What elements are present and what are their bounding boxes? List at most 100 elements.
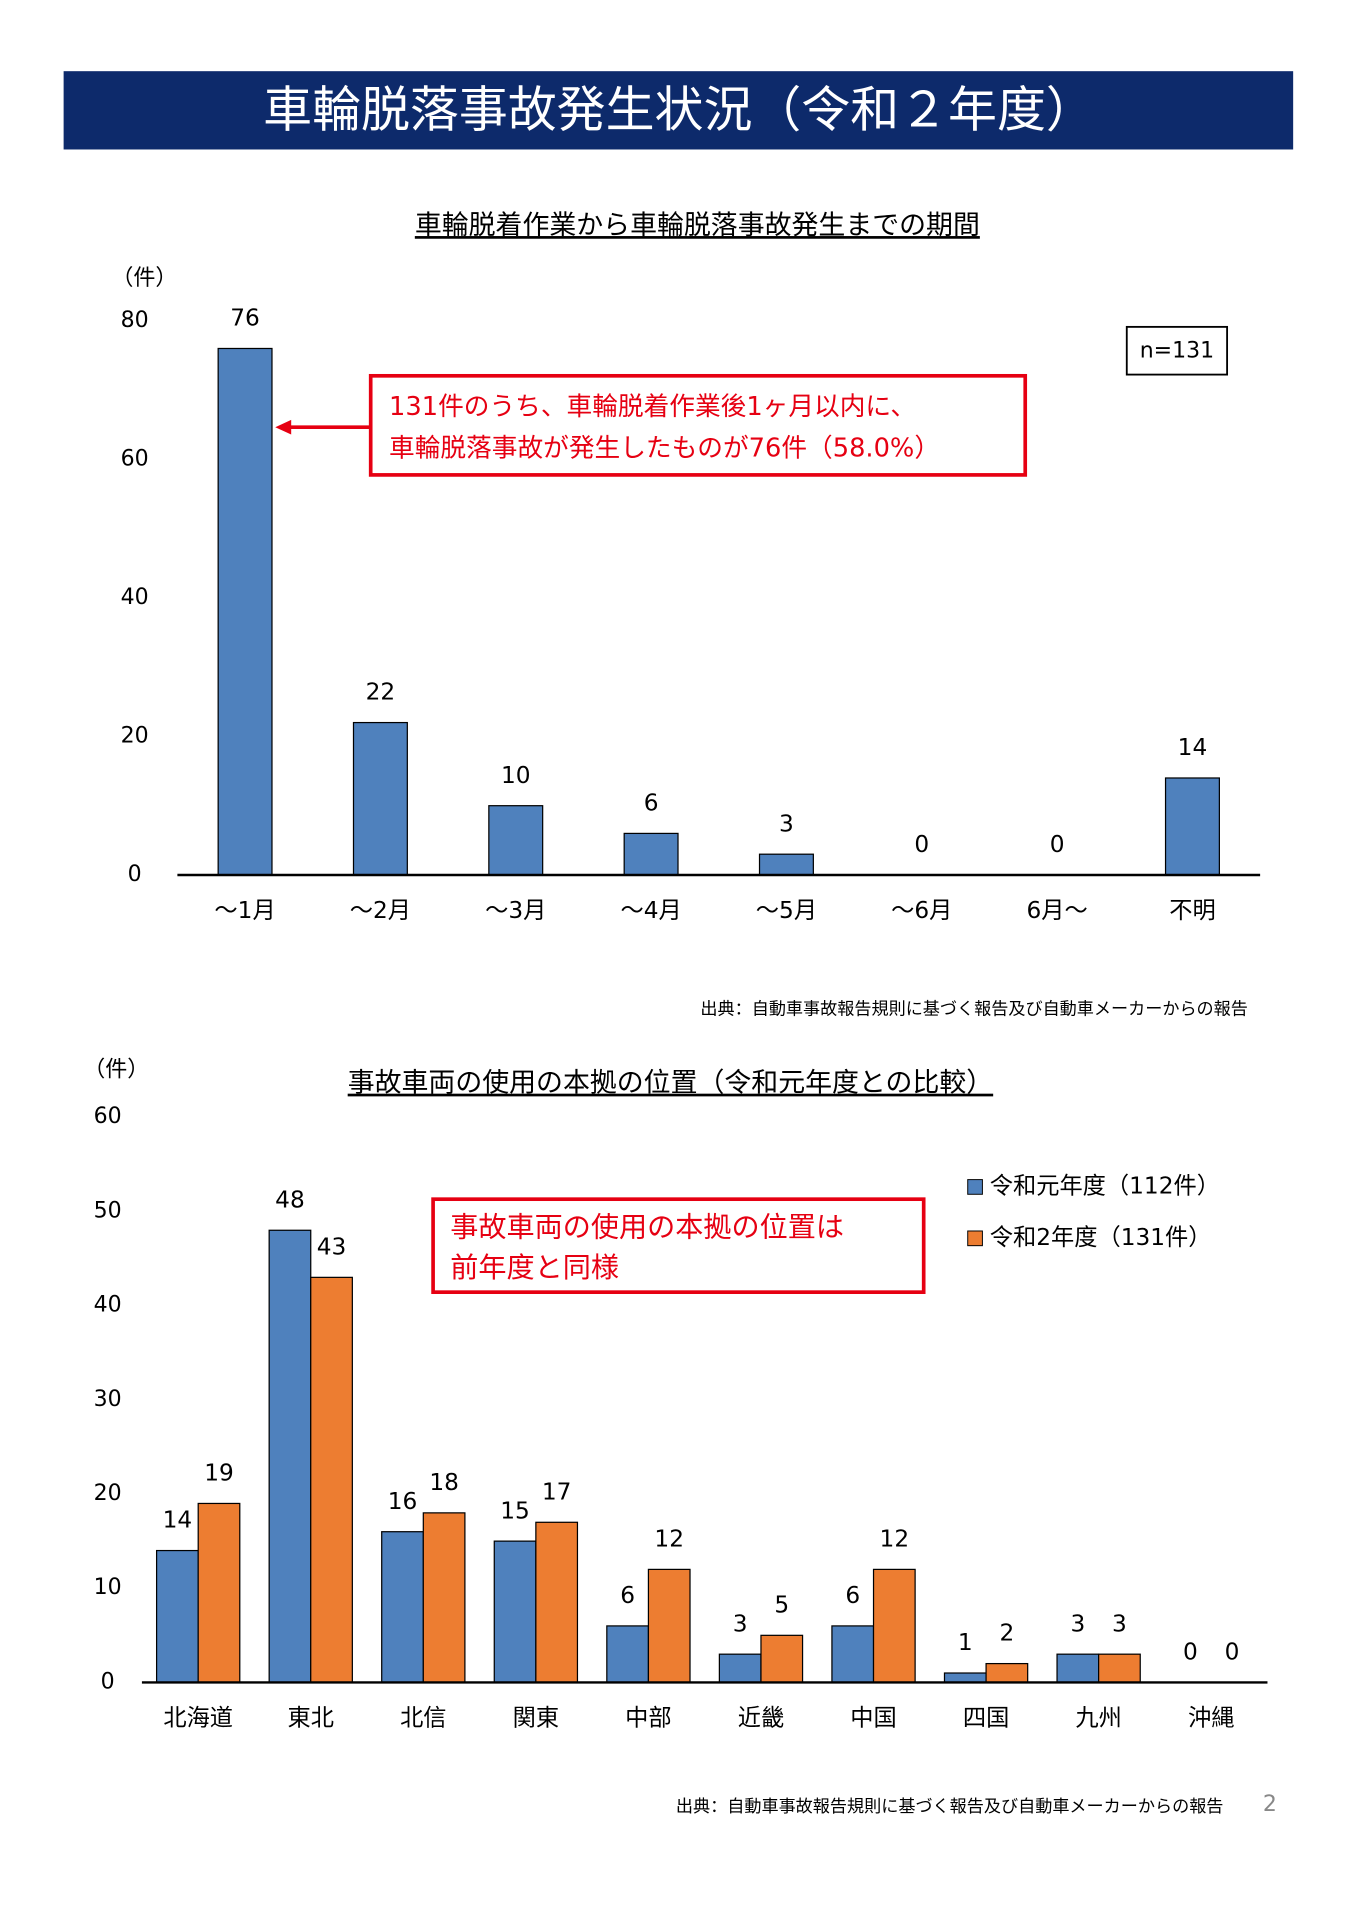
header-bar	[63, 71, 1294, 150]
annotation: n=131	[1140, 338, 1214, 363]
data-label: 12	[654, 1526, 684, 1553]
x-tick-label: ～3月	[485, 897, 546, 924]
callout-arrowhead	[275, 419, 292, 435]
x-tick-label: 東北	[288, 1705, 334, 1732]
y-tick-label: 60	[121, 446, 149, 471]
bar	[758, 853, 814, 876]
source: 出典：自動車事故報告規則に基づく報告及び自動車メーカーからの報告	[700, 1000, 1248, 1020]
y-tick-label: 30	[94, 1387, 122, 1412]
callout-line: 前年度と同様	[450, 1251, 619, 1284]
y-tick-label: 0	[128, 862, 142, 887]
bar	[197, 1502, 241, 1684]
bar	[872, 1568, 916, 1684]
x-tick-label: 6月～	[1026, 897, 1087, 924]
y-tick-label: 20	[121, 723, 149, 748]
x-tick-label: 北海道	[163, 1705, 233, 1732]
bar	[647, 1568, 691, 1684]
bar	[985, 1662, 1029, 1684]
bar	[493, 1540, 537, 1684]
chart-title: 車輪脱着作業から車輪脱落事故発生までの期間	[415, 210, 980, 241]
bar	[623, 832, 679, 876]
bar	[310, 1276, 353, 1684]
y-unit-label: （件）	[111, 266, 177, 291]
x-tick-label: 関東	[513, 1705, 559, 1732]
data-label: 0	[1183, 1639, 1198, 1666]
page-title: 車輪脱落事故発生状況（令和２年度）	[263, 81, 1095, 138]
legend-swatch	[967, 1230, 983, 1247]
x-tick-label: ～2月	[350, 897, 411, 924]
data-label: 12	[880, 1526, 910, 1553]
source: 出典：自動車事故報告規則に基づく報告及び自動車メーカーからの報告	[676, 1797, 1224, 1817]
y-tick-label: 0	[101, 1669, 115, 1694]
x-tick-label: ～6月	[891, 897, 952, 924]
data-label: 43	[317, 1233, 347, 1260]
data-label: 15	[500, 1497, 530, 1524]
bar	[217, 347, 273, 876]
data-label: 0	[914, 831, 929, 858]
bar	[1056, 1653, 1100, 1684]
data-label: 14	[163, 1507, 193, 1534]
x-tick-label: 中国	[850, 1705, 896, 1732]
data-label: 0	[1225, 1639, 1240, 1666]
x-tick-label: 北信	[400, 1705, 446, 1732]
x-tick-label: 近畿	[738, 1705, 784, 1732]
bar	[943, 1672, 987, 1684]
callout-box	[368, 373, 1028, 477]
bar	[381, 1531, 424, 1684]
bar	[352, 721, 408, 876]
y-tick-label: 10	[94, 1575, 122, 1600]
data-label: 14	[1178, 734, 1208, 761]
bar	[422, 1512, 466, 1684]
bar	[155, 1549, 199, 1684]
data-label: 16	[388, 1488, 418, 1515]
bar	[718, 1653, 762, 1684]
bar	[268, 1229, 312, 1684]
data-label: 19	[204, 1460, 234, 1487]
data-label: 6	[620, 1582, 635, 1609]
chart-title: 事故車両の使用の本拠の位置（令和元年度との比較）	[348, 1068, 993, 1099]
y-tick-label: 60	[94, 1104, 122, 1129]
data-label: 48	[275, 1186, 305, 1213]
data-label: 22	[366, 679, 396, 706]
x-tick-label: 中部	[625, 1705, 671, 1732]
annotation-box	[1125, 325, 1229, 376]
bar	[488, 805, 544, 876]
data-label: 0	[1050, 831, 1065, 858]
data-label: 17	[542, 1478, 572, 1505]
y-tick-label: 80	[121, 308, 149, 333]
data-label: 18	[429, 1469, 459, 1496]
x-tick-label: 四国	[963, 1705, 1009, 1732]
x-tick-label: 沖縄	[1188, 1705, 1234, 1732]
data-label: 1	[958, 1629, 973, 1656]
legend-swatch	[967, 1179, 983, 1195]
callout-box	[431, 1197, 926, 1294]
data-label: 2	[999, 1620, 1014, 1647]
data-label: 5	[774, 1591, 789, 1618]
y-tick-label: 50	[94, 1198, 122, 1223]
callout-line: 131件のうち、車輪脱着作業後1ヶ月以内に、	[389, 392, 916, 422]
data-label: 3	[1112, 1610, 1127, 1637]
y-tick-label: 40	[121, 585, 149, 610]
x-tick-label: ～5月	[756, 897, 817, 924]
data-label: 10	[501, 762, 531, 789]
data-label: 6	[845, 1582, 860, 1609]
x-tick-label: ～4月	[620, 897, 681, 924]
bar	[760, 1634, 804, 1684]
y-unit-label: （件）	[83, 1058, 149, 1083]
data-label: 3	[1070, 1610, 1085, 1637]
data-label: 3	[779, 810, 794, 837]
y-tick-label: 40	[94, 1293, 122, 1318]
x-tick-label: ～1月	[214, 897, 275, 924]
y-tick-label: 20	[94, 1481, 122, 1506]
page-number: 2	[1263, 1792, 1277, 1817]
data-label: 6	[644, 790, 659, 817]
x-tick-label: 不明	[1169, 897, 1215, 924]
bar	[1098, 1653, 1141, 1684]
legend-label: 令和元年度（112件）	[990, 1172, 1220, 1199]
bar	[831, 1625, 875, 1684]
bar	[535, 1521, 579, 1684]
bar	[606, 1625, 650, 1684]
callout-line: 事故車両の使用の本拠の位置は	[450, 1211, 844, 1244]
